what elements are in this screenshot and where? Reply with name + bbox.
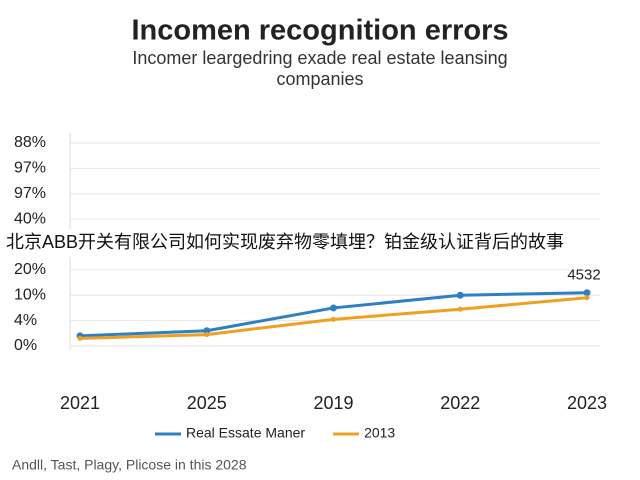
y-tick-label: 4% [14,312,37,329]
banner-background [0,229,640,257]
data-point [77,335,83,341]
y-tick-label: 40% [14,210,46,227]
footer: Andll, Tast, Plagy, Plicose in this 2028 [12,457,247,473]
y-tick-label: 20% [14,261,46,278]
x-tick-label: 2023 [567,393,607,413]
y-tick-label: 97% [14,185,46,202]
legend-label: Real Essate Maner [186,425,305,441]
y-tick-label: 10% [14,286,46,303]
x-tick-label: 2021 [60,393,100,413]
x-tick-label: 2025 [187,393,227,413]
x-tick-label: 2019 [313,393,353,413]
chart-subtitle: Incomer leargedring exade real estate le… [132,48,507,68]
chart-subtitle: companies [276,69,363,89]
y-tick-label: 0% [14,337,37,354]
data-point [583,289,591,297]
data-point [584,295,590,301]
data-point [456,291,464,299]
data-point [331,316,336,322]
x-tick-label: 2022 [440,393,480,413]
annotation: 4532 [567,267,600,284]
data-point [204,332,210,338]
legend-label: 2013 [364,425,395,441]
data-point [330,304,337,312]
data-point [457,306,463,312]
chart-title: Incomen recognition errors [131,15,508,47]
overlay-banner: 北京ABB开关有限公司如何实现废弃物零填埋？铂金级认证背后的故事 [6,232,564,252]
data-point [203,327,211,335]
series-line [79,291,588,338]
y-tick-label: 97% [14,160,46,177]
y-tick-label: 88% [14,134,46,151]
